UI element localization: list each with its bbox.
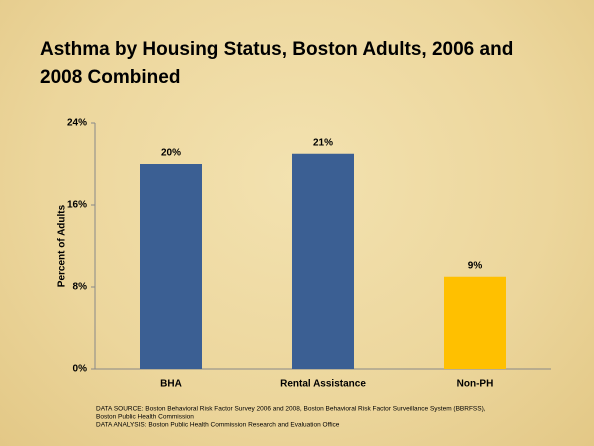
- bar: [140, 164, 202, 369]
- source-note: Boston Public Health Commission: [96, 414, 194, 421]
- x-tick-label: Non-PH: [457, 379, 494, 390]
- source-note: DATA SOURCE: Boston Behavioral Risk Fact…: [96, 406, 486, 413]
- bar: [292, 153, 354, 369]
- chart-title: Asthma by Housing Status, Boston Adults,…: [40, 39, 514, 88]
- bar: [444, 276, 506, 369]
- y-tick-label: 16%: [67, 200, 87, 211]
- y-tick-label: 8%: [73, 282, 88, 293]
- value-label: 20%: [161, 148, 181, 159]
- x-tick-label: Rental Assistance: [280, 379, 366, 390]
- x-tick-label: BHA: [160, 379, 182, 390]
- y-tick-label: 24%: [67, 118, 87, 129]
- source-note: DATA ANALYSIS: Boston Public Health Comm…: [96, 422, 340, 429]
- y-tick-label: 0%: [73, 364, 88, 375]
- y-axis-label: Percent of Adults: [57, 204, 68, 287]
- value-label: 21%: [313, 137, 333, 148]
- value-label: 9%: [468, 260, 483, 271]
